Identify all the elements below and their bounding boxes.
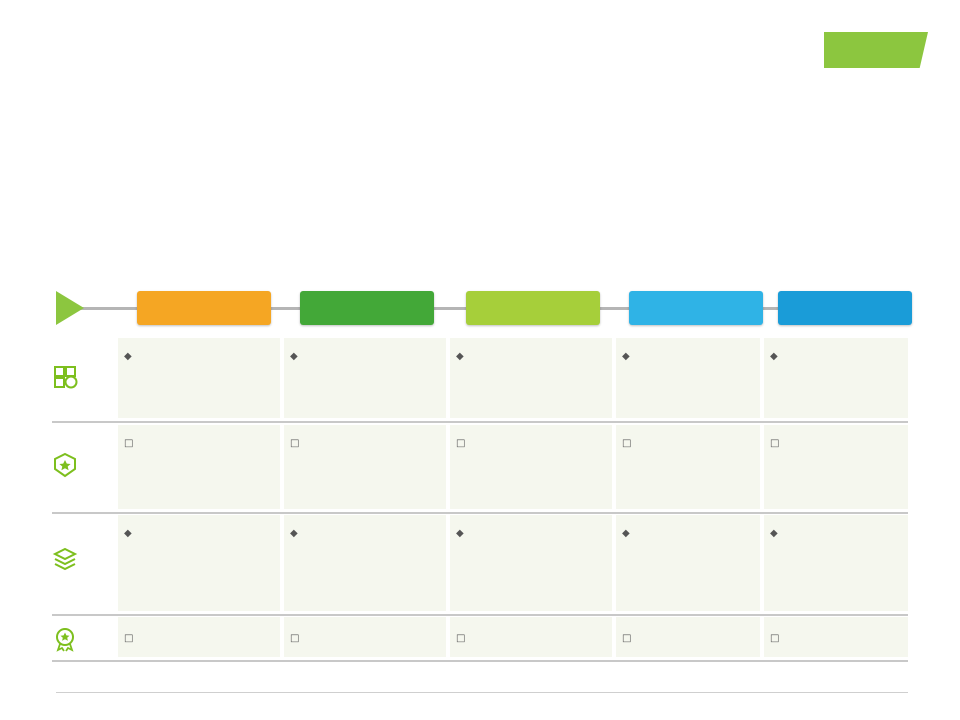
square-bullet-icon: □ [770, 438, 780, 449]
table-cell: □ [284, 617, 446, 657]
star-badge-icon [54, 452, 76, 478]
table-cell: □ [764, 425, 908, 509]
table-cell: □ [450, 425, 612, 509]
table-cell: ◆ [450, 515, 612, 611]
table-cell: ◆ [616, 338, 760, 418]
diamond-bullet-icon: ◆ [770, 528, 778, 539]
square-bullet-icon: □ [124, 438, 134, 449]
square-bullet-icon: □ [456, 633, 466, 644]
iresearch-logo [824, 32, 932, 92]
row-divider [52, 614, 908, 616]
diamond-bullet-icon: ◆ [290, 351, 298, 362]
square-bullet-icon: □ [290, 633, 300, 644]
square-bullet-icon: □ [622, 438, 632, 449]
diamond-bullet-icon: ◆ [622, 351, 630, 362]
square-bullet-icon: □ [770, 633, 780, 644]
row-header-core-advantage [52, 446, 114, 486]
category-header-content [778, 291, 912, 325]
category-header-vr-startup [300, 291, 434, 325]
table-cell: □ [118, 425, 280, 509]
square-bullet-icon: □ [290, 438, 300, 449]
row-divider [52, 421, 908, 423]
footer-divider [56, 692, 908, 693]
table-cell: ◆ [118, 338, 280, 418]
logo-badge [824, 32, 928, 68]
category-header-internet [137, 291, 271, 325]
diamond-bullet-icon: ◆ [622, 528, 630, 539]
row-header-business-model [52, 540, 114, 580]
row-header-representative [52, 622, 114, 658]
table-cell: ◆ [616, 515, 760, 611]
table-cell: □ [118, 617, 280, 657]
diamond-bullet-icon: ◆ [290, 528, 298, 539]
table-cell: □ [284, 425, 446, 509]
diamond-bullet-icon: ◆ [770, 351, 778, 362]
table-cell: □ [616, 617, 760, 657]
category-header-software [629, 291, 763, 325]
row-header-company-type [52, 358, 114, 398]
square-bullet-icon: □ [622, 633, 632, 644]
play-arrow-icon [56, 291, 84, 325]
row-divider [52, 512, 908, 514]
square-bullet-icon: □ [124, 633, 134, 644]
row-divider [52, 660, 908, 662]
medal-icon [56, 628, 74, 652]
diamond-bullet-icon: ◆ [456, 528, 464, 539]
table-cell: ◆ [284, 515, 446, 611]
puzzle-coins-icon [54, 366, 78, 389]
table-cell: ◆ [764, 515, 908, 611]
category-header-hardware [466, 291, 600, 325]
diamond-bullet-icon: ◆ [124, 528, 132, 539]
square-bullet-icon: □ [456, 438, 466, 449]
table-cell: □ [616, 425, 760, 509]
table-cell: ◆ [450, 338, 612, 418]
layers-icon [52, 547, 78, 571]
table-cell: ◆ [284, 338, 446, 418]
diamond-bullet-icon: ◆ [124, 351, 132, 362]
table-cell: ◆ [118, 515, 280, 611]
table-cell: □ [764, 617, 908, 657]
table-cell: □ [450, 617, 612, 657]
table-cell: ◆ [764, 338, 908, 418]
diamond-bullet-icon: ◆ [456, 351, 464, 362]
